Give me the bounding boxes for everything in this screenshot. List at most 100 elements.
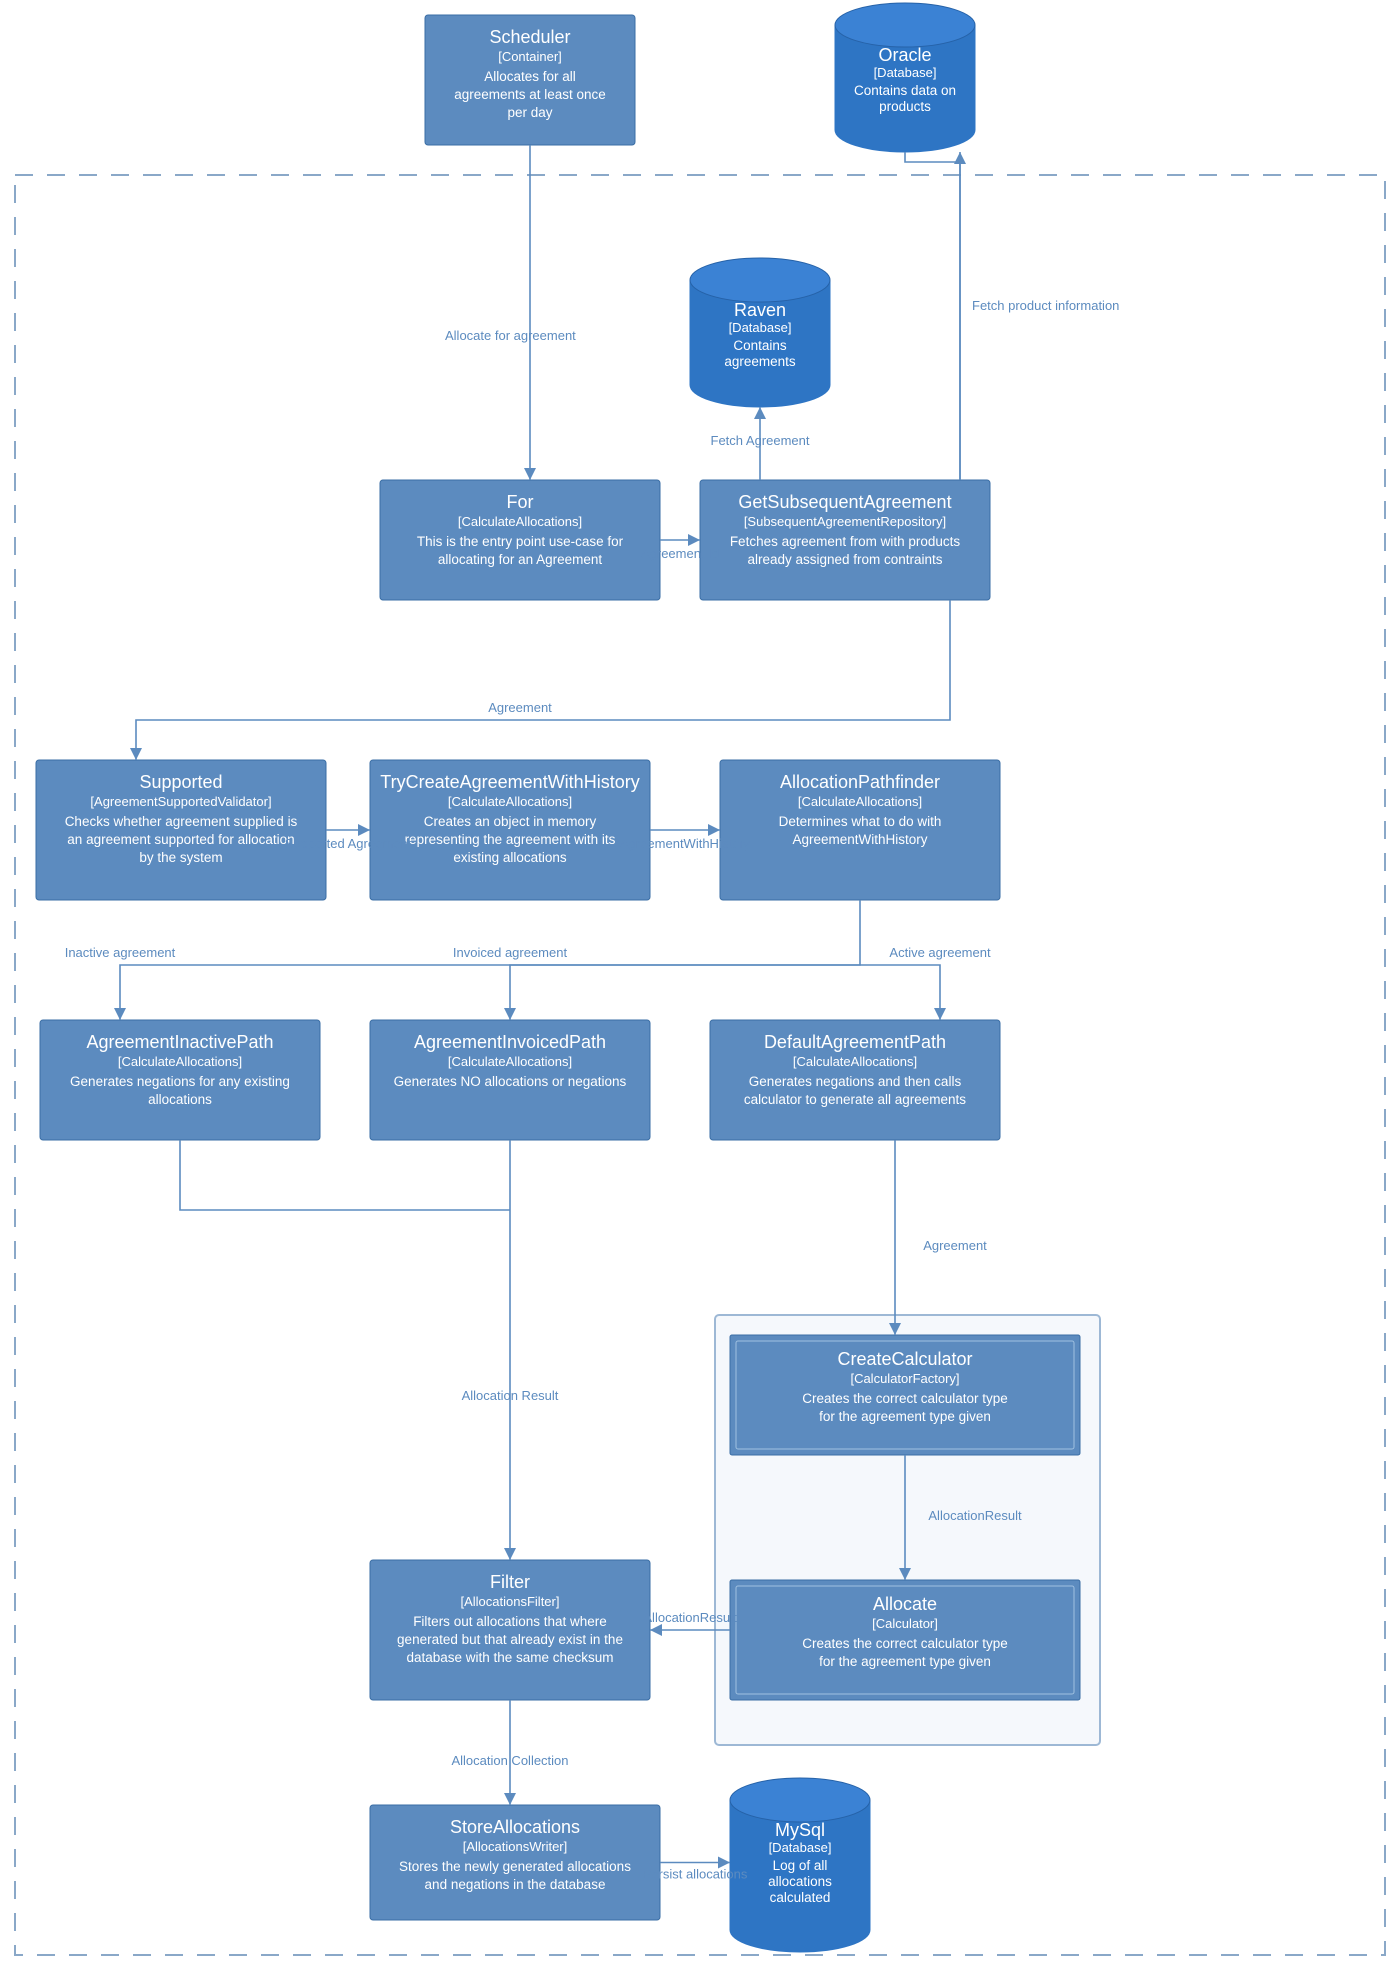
edge-inactive-agreement: Inactive agreement — [65, 945, 176, 960]
svg-text:[CalculateAllocations]: [CalculateAllocations] — [793, 1054, 917, 1069]
edge-allocation-result: Allocation Result — [462, 1388, 559, 1403]
db-oracle: Oracle[Database] Contains data onproducts — [835, 3, 975, 152]
edge-invoiced-agreement: Invoiced agreement — [453, 945, 568, 960]
svg-text:database with the same checksu: database with the same checksum — [406, 1650, 613, 1665]
svg-text:CreateCalculator: CreateCalculator — [837, 1349, 972, 1369]
svg-text:calculated: calculated — [770, 1890, 831, 1905]
svg-text:existing allocations: existing allocations — [453, 850, 567, 865]
node-getsub: GetSubsequentAgreement [SubsequentAgreeme… — [700, 480, 990, 600]
svg-text:[SubsequentAgreementRepository: [SubsequentAgreementRepository] — [744, 514, 946, 529]
svg-text:AgreementInvoicedPath: AgreementInvoicedPath — [414, 1032, 606, 1052]
edge-agreement-id: Agreement Id — [641, 546, 719, 561]
svg-text:DefaultAgreementPath: DefaultAgreementPath — [764, 1032, 946, 1052]
svg-text:agreements: agreements — [724, 354, 796, 369]
svg-text:calculator to generate all agr: calculator to generate all agreements — [744, 1092, 966, 1107]
svg-text:Creates an object in memory: Creates an object in memory — [424, 814, 597, 829]
svg-text:Raven: Raven — [734, 300, 786, 320]
svg-text:Filter: Filter — [490, 1572, 530, 1592]
svg-text:allocating for an Agreement: allocating for an Agreement — [438, 552, 603, 567]
node-allocate: Allocate [Calculator] Creates the correct … — [730, 1580, 1080, 1700]
svg-text:Determines what to do with: Determines what to do with — [779, 814, 942, 829]
svg-text:AgreementWithHistory: AgreementWithHistory — [792, 832, 927, 847]
db-raven: Raven[Database] Containsagreements — [690, 258, 830, 407]
svg-text:MySql: MySql — [775, 1820, 825, 1840]
svg-text:Contains: Contains — [733, 338, 787, 353]
svg-text:Creates the correct calculator: Creates the correct calculator type — [802, 1391, 1008, 1406]
svg-text:Contains data on: Contains data on — [854, 83, 956, 98]
svg-text:already assigned from contrain: already assigned from contraints — [747, 552, 942, 567]
svg-text:TryCreateAgreementWithHistory: TryCreateAgreementWithHistory — [380, 772, 639, 792]
db-mysql: MySql[Database] Log of allallocationscalc… — [730, 1778, 870, 1952]
svg-text:[Calculator]: [Calculator] — [872, 1616, 938, 1631]
svg-text:Scheduler: Scheduler — [489, 27, 570, 47]
svg-text:Generates NO allocations or ne: Generates NO allocations or negations — [394, 1074, 627, 1089]
svg-text:agreements at least once: agreements at least once — [454, 87, 606, 102]
node-supported: Supported [AgreementSupportedValidator] Ch… — [36, 760, 326, 900]
svg-text:[CalculatorFactory]: [CalculatorFactory] — [850, 1371, 959, 1386]
svg-text:Stores the newly generated all: Stores the newly generated allocations — [399, 1859, 631, 1874]
svg-text:representing the agreement wit: representing the agreement with its — [405, 832, 616, 847]
svg-text:[AgreementSupportedValidator]: [AgreementSupportedValidator] — [90, 794, 271, 809]
svg-text:This is the entry point use-ca: This is the entry point use-case for — [417, 534, 624, 549]
svg-text:generated but that already exi: generated but that already exist in the — [397, 1632, 623, 1647]
svg-text:[Database]: [Database] — [874, 65, 937, 80]
edge-allocate-for-agreement: Allocate for agreement — [445, 328, 576, 343]
svg-text:Log of all: Log of all — [773, 1858, 828, 1873]
svg-text:[CalculateAllocations]: [CalculateAllocations] — [798, 794, 922, 809]
node-scheduler: Scheduler [Container] Allocates for all agr… — [425, 15, 635, 145]
svg-text:For: For — [507, 492, 534, 512]
edge-allocation-collection: Allocation Collection — [451, 1753, 568, 1768]
svg-text:by the system: by the system — [139, 850, 222, 865]
node-invoiced: AgreementInvoicedPath [CalculateAllocatio… — [370, 1020, 650, 1140]
svg-text:[AllocationsWriter]: [AllocationsWriter] — [463, 1839, 568, 1854]
svg-text:[Database]: [Database] — [769, 1840, 832, 1855]
node-createcalc: CreateCalculator [CalculatorFactory] Creat… — [730, 1335, 1080, 1455]
svg-text:Checks whether agreement suppl: Checks whether agreement supplied is — [65, 814, 298, 829]
svg-text:[CalculateAllocations]: [CalculateAllocations] — [448, 1054, 572, 1069]
svg-text:[AllocationsFilter]: [AllocationsFilter] — [461, 1594, 560, 1609]
svg-text:Filters out allocations that w: Filters out allocations that where — [413, 1614, 607, 1629]
svg-text:Allocate: Allocate — [873, 1594, 937, 1614]
svg-text:for the agreement type given: for the agreement type given — [819, 1654, 991, 1669]
svg-text:[CalculateAllocations]: [CalculateAllocations] — [448, 794, 572, 809]
node-defaultp: DefaultAgreementPath [CalculateAllocation… — [710, 1020, 1000, 1140]
node-pathfinder: AllocationPathfinder [CalculateAllocation… — [720, 760, 1000, 900]
svg-text:allocations: allocations — [768, 1874, 832, 1889]
svg-text:AgreementInactivePath: AgreementInactivePath — [86, 1032, 273, 1052]
edge-active-agreement: Active agreement — [889, 945, 991, 960]
svg-text:Supported: Supported — [139, 772, 222, 792]
node-inactive: AgreementInactivePath [CalculateAllocatio… — [40, 1020, 320, 1140]
edge-agreement-with-history: AgreementWithHistory — [620, 836, 751, 851]
svg-text:allocations: allocations — [148, 1092, 212, 1107]
svg-text:Fetches agreement from with pr: Fetches agreement from with products — [730, 534, 961, 549]
svg-text:[Container]: [Container] — [498, 49, 562, 64]
svg-text:Creates the correct calculator: Creates the correct calculator type — [802, 1636, 1008, 1651]
svg-text:Generates negations and then c: Generates negations and then calls — [749, 1074, 962, 1089]
svg-text:StoreAllocations: StoreAllocations — [450, 1817, 580, 1837]
svg-text:for the agreement type given: for the agreement type given — [819, 1409, 991, 1424]
svg-text:[CalculateAllocations]: [CalculateAllocations] — [458, 514, 582, 529]
svg-text:Allocates for all: Allocates for all — [484, 69, 576, 84]
svg-text:products: products — [879, 99, 931, 114]
svg-text:GetSubsequentAgreement: GetSubsequentAgreement — [738, 492, 951, 512]
node-store: StoreAllocations [AllocationsWriter] Store… — [370, 1805, 660, 1920]
svg-text:[CalculateAllocations]: [CalculateAllocations] — [118, 1054, 242, 1069]
edge-allocation-result-3: AllocationResult — [643, 1610, 737, 1625]
svg-text:Generates negations for any ex: Generates negations for any existing — [70, 1074, 290, 1089]
node-for: For [CalculateAllocations] This is the ent… — [380, 480, 660, 600]
node-trycreate: TryCreateAgreementWithHistory [CalculateA… — [370, 760, 650, 900]
svg-text:per day: per day — [507, 105, 552, 120]
svg-text:AllocationPathfinder: AllocationPathfinder — [780, 772, 940, 792]
edge-agreement-2: Agreement — [923, 1238, 987, 1253]
edge-persist-allocations: Persist allocations — [643, 1867, 748, 1882]
edge-allocation-result-2: AllocationResult — [928, 1508, 1022, 1523]
svg-text:and negations in the database: and negations in the database — [425, 1877, 606, 1892]
svg-text:an agreement supported for all: an agreement supported for allocation — [67, 832, 294, 847]
edge-fetch-agreement: Fetch Agreement — [711, 433, 810, 448]
svg-text:[Database]: [Database] — [729, 320, 792, 335]
node-filter: Filter [AllocationsFilter] Filters out all… — [370, 1560, 650, 1700]
svg-text:Oracle: Oracle — [878, 45, 931, 65]
edge-agreement: Agreement — [488, 700, 552, 715]
edge-fetch-product-info: Fetch product information — [972, 298, 1119, 313]
edge-supported-agreement: Supported Agreement — [285, 836, 412, 851]
